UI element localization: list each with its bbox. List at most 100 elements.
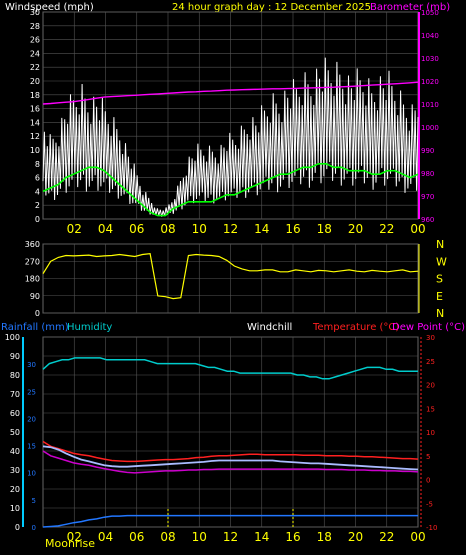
wind-y-tick-label: 24: [30, 49, 40, 58]
temperature-series-line: [42, 440, 419, 463]
baro-y-tick-label: 990: [421, 147, 434, 155]
humidity-y-tick-label: 80: [10, 371, 20, 380]
temperature-axis-title: Temperature (°C): [312, 322, 399, 333]
humidity-y-tick-label: 90: [10, 352, 20, 361]
windspeed-axis-title: Windspeed (mph): [5, 2, 94, 13]
windchill-series-line: [42, 445, 419, 471]
x-tick-label: 12: [223, 222, 238, 236]
compass-tick-label: N: [436, 238, 444, 251]
x-tick-label: 12: [223, 530, 238, 544]
barometer-series-line: [42, 81, 419, 105]
wind-y-tick-label: 18: [30, 91, 40, 100]
wind-y-tick-label: 14: [30, 118, 40, 127]
direction-y-tick-label: 180: [25, 275, 40, 284]
humidity-y-tick-label: 30: [10, 466, 20, 475]
x-tick-label: 22: [379, 530, 394, 544]
baro-y-tick-label: 1050: [421, 9, 439, 17]
wind-y-tick-label: 22: [30, 63, 40, 72]
baro-y-tick-label: 1020: [421, 78, 439, 86]
x-tick-label: 02: [67, 222, 82, 236]
rain-y-tick-label: 0: [32, 524, 36, 532]
wind-y-tick-label: 28: [30, 22, 40, 31]
humidity-y-tick-label: 70: [10, 390, 20, 399]
rainfall-series-line: [42, 514, 418, 528]
x-tick-label: 20: [348, 530, 363, 544]
temp-y-tick-label: -5: [426, 500, 433, 508]
baro-y-tick-label: 1030: [421, 55, 439, 63]
temp-y-tick-label: -10: [426, 524, 437, 532]
rain-y-tick-label: 25: [27, 388, 36, 396]
humidity-y-tick-label: 0: [15, 523, 20, 532]
wind-y-tick-label: 2: [35, 201, 40, 210]
direction-y-tick-label: 270: [25, 257, 40, 266]
x-tick-label: 00: [410, 530, 425, 544]
temp-y-tick-label: 5: [426, 453, 430, 461]
direction-y-tick-label: 360: [25, 240, 40, 249]
wind-y-tick-label: 10: [30, 146, 40, 155]
x-tick-label: 06: [129, 530, 144, 544]
temp-y-tick-label: 20: [426, 382, 435, 390]
wind-y-tick-label: 26: [30, 36, 40, 45]
baro-y-tick-label: 1000: [421, 124, 439, 132]
humidity-series-line: [42, 357, 418, 380]
compass-tick-label: E: [436, 290, 443, 303]
direction-y-tick-label: 90: [30, 292, 40, 301]
humidity-y-tick-label: 10: [10, 504, 20, 513]
x-tick-label: 22: [379, 222, 394, 236]
temp-y-tick-label: 30: [426, 334, 435, 342]
x-tick-label: 16: [285, 530, 300, 544]
wind-y-tick-label: 16: [30, 105, 40, 114]
rain-y-tick-label: 20: [27, 415, 36, 423]
moonrise-label: Moonrise: [45, 537, 95, 550]
wind-y-tick-label: 20: [30, 77, 40, 86]
barometer-axis-title: Barometer (mb): [370, 2, 450, 13]
baro-y-tick-label: 1040: [421, 32, 439, 40]
humidity-axis-title: Humidity: [67, 322, 112, 333]
compass-tick-label: N: [436, 307, 444, 320]
wind-y-tick-label: 4: [35, 187, 40, 196]
rain-y-tick-label: 5: [32, 497, 36, 505]
baro-y-tick-label: 970: [421, 193, 434, 201]
temp-y-tick-label: 15: [426, 405, 435, 413]
temp-y-tick-label: 0: [426, 477, 430, 485]
wind-average-series-line: [42, 163, 419, 217]
temp-y-tick-label: 25: [426, 358, 435, 366]
x-tick-label: 10: [192, 222, 207, 236]
x-tick-label: 20: [348, 222, 363, 236]
dewpoint-legend: Dew Point (°C): [392, 322, 465, 333]
x-tick-label: 18: [317, 222, 332, 236]
baro-y-tick-label: 960: [421, 216, 434, 224]
x-tick-label: 06: [129, 222, 144, 236]
x-tick-label: 16: [285, 222, 300, 236]
humidity-y-tick-label: 50: [10, 428, 20, 437]
compass-tick-label: W: [436, 255, 447, 268]
humidity-y-tick-label: 40: [10, 447, 20, 456]
direction-y-tick-label: 0: [35, 309, 40, 318]
rainfall-axis-title: Rainfall (mm): [1, 322, 69, 333]
dewpoint-series-line: [42, 450, 419, 474]
humidity-y-tick-label: 20: [10, 485, 20, 494]
wind-y-tick-label: 0: [35, 215, 40, 224]
x-tick-label: 08: [160, 530, 175, 544]
wind-y-tick-label: 12: [30, 132, 40, 141]
wind-y-tick-label: 30: [30, 8, 40, 17]
wind-direction-series-line: [42, 252, 419, 300]
rain-y-tick-label: 15: [27, 443, 36, 451]
rain-y-tick-label: 30: [27, 361, 36, 369]
baro-y-tick-label: 980: [421, 170, 434, 178]
wind-y-tick-label: 8: [35, 160, 40, 169]
windspeed-series-line: [42, 57, 419, 217]
compass-tick-label: S: [436, 273, 443, 286]
temp-y-tick-label: 10: [426, 429, 435, 437]
humidity-y-tick-label: 60: [10, 409, 20, 418]
x-tick-label: 08: [160, 222, 175, 236]
x-tick-label: 04: [98, 530, 113, 544]
x-tick-label: 02: [67, 530, 82, 544]
wind-y-tick-label: 6: [35, 174, 40, 183]
humidity-y-tick-label: 100: [5, 333, 20, 342]
x-tick-label: 14: [254, 222, 269, 236]
x-tick-label: 14: [254, 530, 269, 544]
x-tick-label: 04: [98, 222, 113, 236]
